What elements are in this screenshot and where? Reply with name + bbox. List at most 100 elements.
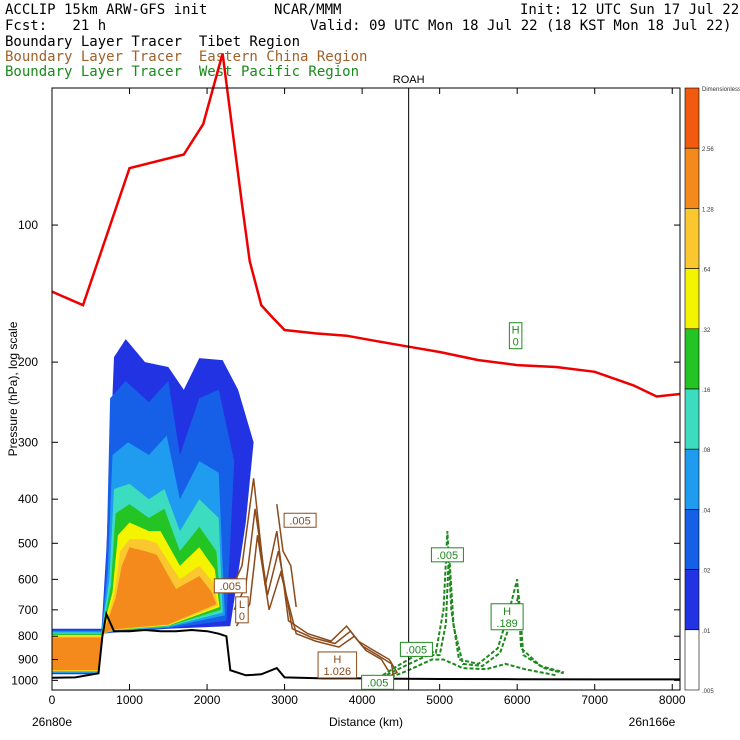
y-tick-label: 800 xyxy=(18,629,38,643)
annotation-box xyxy=(283,512,317,528)
right-endpoint-label: 26n166e xyxy=(629,715,676,729)
annotation-8: .005 xyxy=(361,674,395,690)
header-model: ACCLIP 15km ARW-GFS init xyxy=(5,2,208,18)
contour-eastern-china-0 xyxy=(229,478,399,680)
y-tick-label: 700 xyxy=(18,603,38,617)
contour-eastern-china-3 xyxy=(276,504,297,608)
annotation-box xyxy=(490,603,524,631)
tropopause-line xyxy=(51,53,681,398)
colorbar-label: .32 xyxy=(702,328,711,334)
tracer-fill-layer xyxy=(52,339,254,676)
colorbar-label: .04 xyxy=(702,508,711,514)
x-tick-label: 6000 xyxy=(504,693,531,707)
terrain-line xyxy=(51,610,680,681)
header-init: Init: 12 UTC Sun 17 Jul 22 xyxy=(520,2,740,18)
x-axis-label: Distance (km) xyxy=(329,715,403,729)
colorbar-swatch xyxy=(684,87,700,149)
y-tick-label: 200 xyxy=(18,355,38,369)
x-tick-label: 8000 xyxy=(659,693,686,707)
x-tick-label: 0 xyxy=(49,693,56,707)
colorbar-label: Dimensionless xyxy=(702,87,740,93)
colorbar-swatch xyxy=(684,569,700,631)
annotation-6: H.189 xyxy=(490,603,524,631)
annotation-7: H1.026 xyxy=(317,651,358,679)
colorbar-swatch xyxy=(684,448,700,510)
y-tick-label: 500 xyxy=(18,536,38,550)
annotation-5: .005 xyxy=(399,641,433,657)
y-tick-label: 300 xyxy=(18,435,38,449)
annotation-box xyxy=(361,674,395,690)
y-tick-label: 1000 xyxy=(11,673,38,687)
annotation-2: .005 xyxy=(430,547,464,563)
annotation-box xyxy=(213,578,247,594)
annotation-text: .189 xyxy=(496,618,517,630)
annotation-box xyxy=(317,651,358,679)
colorbar-swatch xyxy=(684,208,700,269)
header-valid: Valid: 09 UTC Mon 18 Jul 22 (18 KST Mon … xyxy=(310,18,732,34)
x-tick-label: 2000 xyxy=(194,693,221,707)
annotation-text: .005 xyxy=(367,677,388,689)
colorbar-label: .08 xyxy=(702,448,711,454)
annotation-text: H xyxy=(333,654,341,666)
colorbar-swatch xyxy=(684,509,700,570)
colorbar-label: .64 xyxy=(702,268,711,274)
annotation-box xyxy=(508,322,523,350)
colorbar-label: .005 xyxy=(702,689,714,695)
x-tick-label: 3000 xyxy=(271,693,298,707)
y-tick-label: 400 xyxy=(18,492,38,506)
colorbar-label: 2.56 xyxy=(702,147,714,153)
annotation-3: .005 xyxy=(213,578,247,594)
colorbar-swatch xyxy=(684,629,700,691)
annotation-text: .005 xyxy=(437,550,458,562)
tracer-contour-layer xyxy=(229,478,564,681)
legend-west-pacific: Boundary Layer Tracer West Pacific Regio… xyxy=(5,64,360,80)
colorbar-label: .01 xyxy=(702,629,711,635)
legend-eastern-china: Boundary Layer Tracer Eastern China Regi… xyxy=(5,49,368,65)
x-tick-label: 5000 xyxy=(426,693,453,707)
annotation-text: .005 xyxy=(220,581,241,593)
axes: 0 1000 2000 3000 4000 5000 6000 7000 80001002003… xyxy=(6,87,686,729)
tracer-fill-band-8 xyxy=(52,547,217,671)
x-tick-label: 4000 xyxy=(349,693,376,707)
annotation-text: 0 xyxy=(513,337,519,349)
contour-eastern-china-1 xyxy=(233,508,394,676)
colorbar-label: .16 xyxy=(702,388,711,394)
colorbar-label: .02 xyxy=(702,569,711,575)
annotation-text: 0 xyxy=(239,611,245,623)
y-tick-label: 900 xyxy=(18,653,38,667)
annotation-1: .005 xyxy=(283,512,317,528)
annotation-text: H xyxy=(512,325,520,337)
x-tick-label: 1000 xyxy=(116,693,143,707)
colorbar-swatch xyxy=(684,147,700,209)
line-layer: ROAH xyxy=(51,53,681,690)
colorbar-swatch xyxy=(684,268,700,330)
contour-eastern-china-2 xyxy=(235,535,390,673)
marker-label: ROAH xyxy=(393,74,425,86)
annotation-text: 1.026 xyxy=(324,666,352,678)
annotation-box xyxy=(235,596,249,624)
colorbar-swatch xyxy=(684,328,700,390)
left-endpoint-label: 26n80e xyxy=(32,715,72,729)
y-axis-label: Pressure (hPa), log scale xyxy=(6,321,20,456)
colorbar: Dimensionless 2.56 1.28 .64 .32 .16 .08 .04 .02.… xyxy=(684,87,740,695)
annotation-0: H0 xyxy=(508,322,523,350)
annotation-text: H xyxy=(503,606,511,618)
header-fcst: Fcst: 21 h xyxy=(5,18,107,34)
y-tick-label: 600 xyxy=(18,572,38,586)
y-tick-label: 100 xyxy=(18,218,38,232)
annotation-text: L xyxy=(239,599,245,611)
plot-frame xyxy=(51,87,681,691)
header-org: NCAR/MMM xyxy=(274,2,342,18)
annotation-box xyxy=(399,641,433,657)
annotation-box xyxy=(430,547,464,563)
contour-west-pacific-2 xyxy=(385,658,557,681)
annotation-text: .005 xyxy=(289,515,310,527)
annotation-text: .005 xyxy=(406,644,427,656)
annotation-4: L0 xyxy=(235,596,249,624)
colorbar-label: 1.28 xyxy=(702,207,714,213)
colorbar-swatch xyxy=(684,388,700,450)
legend-tibet: Boundary Layer Tracer Tibet Region xyxy=(5,34,301,50)
x-tick-label: 7000 xyxy=(581,693,608,707)
